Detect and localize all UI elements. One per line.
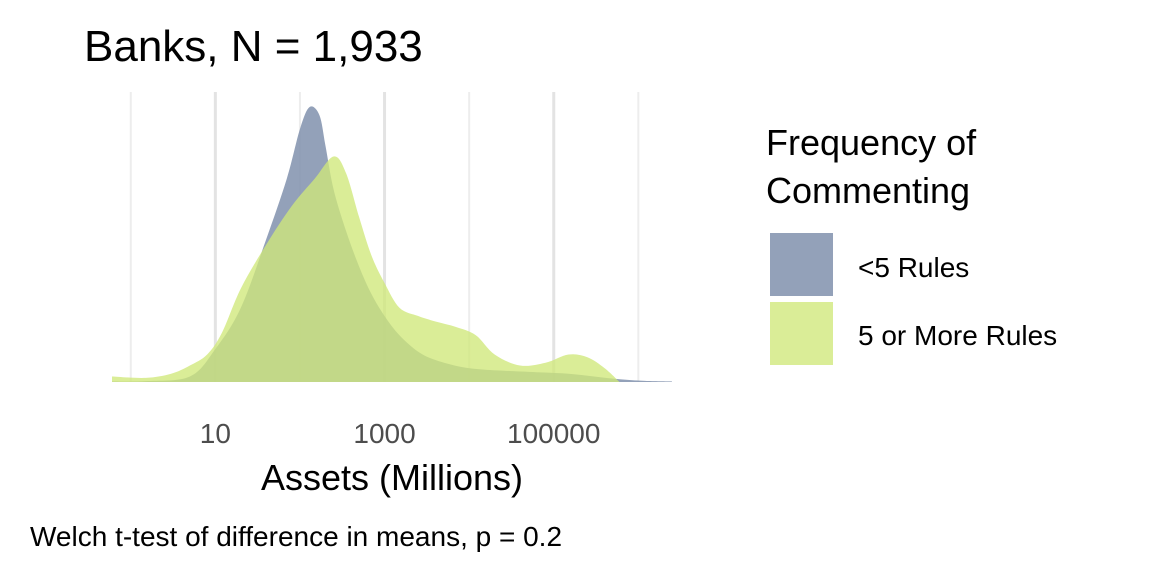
legend-label-lt5-rules: <5 Rules	[858, 252, 969, 283]
legend-title-line-2: Commenting	[766, 170, 970, 211]
legend-swatch-lt5-rules	[770, 233, 833, 296]
x-tick-label: 1000	[353, 418, 415, 449]
x-tick-label: 100000	[507, 418, 600, 449]
legend-swatch-5-or-more-rules	[770, 302, 833, 365]
x-tick-labels: 10 1000 100000	[200, 418, 601, 449]
chart-title: Banks, N = 1,933	[84, 22, 423, 71]
legend-label-5-or-more-rules: 5 or More Rules	[858, 320, 1057, 351]
legend-title-line-1: Frequency of	[766, 122, 977, 163]
x-tick-label: 10	[200, 418, 231, 449]
density-areas	[112, 106, 672, 382]
x-axis-title: Assets (Millions)	[261, 457, 523, 498]
caption: Welch t-test of difference in means, p =…	[30, 521, 562, 552]
legend: Frequency of Commenting <5 Rules 5 or Mo…	[766, 122, 1057, 365]
density-area-5-or-more-rules	[112, 156, 620, 382]
